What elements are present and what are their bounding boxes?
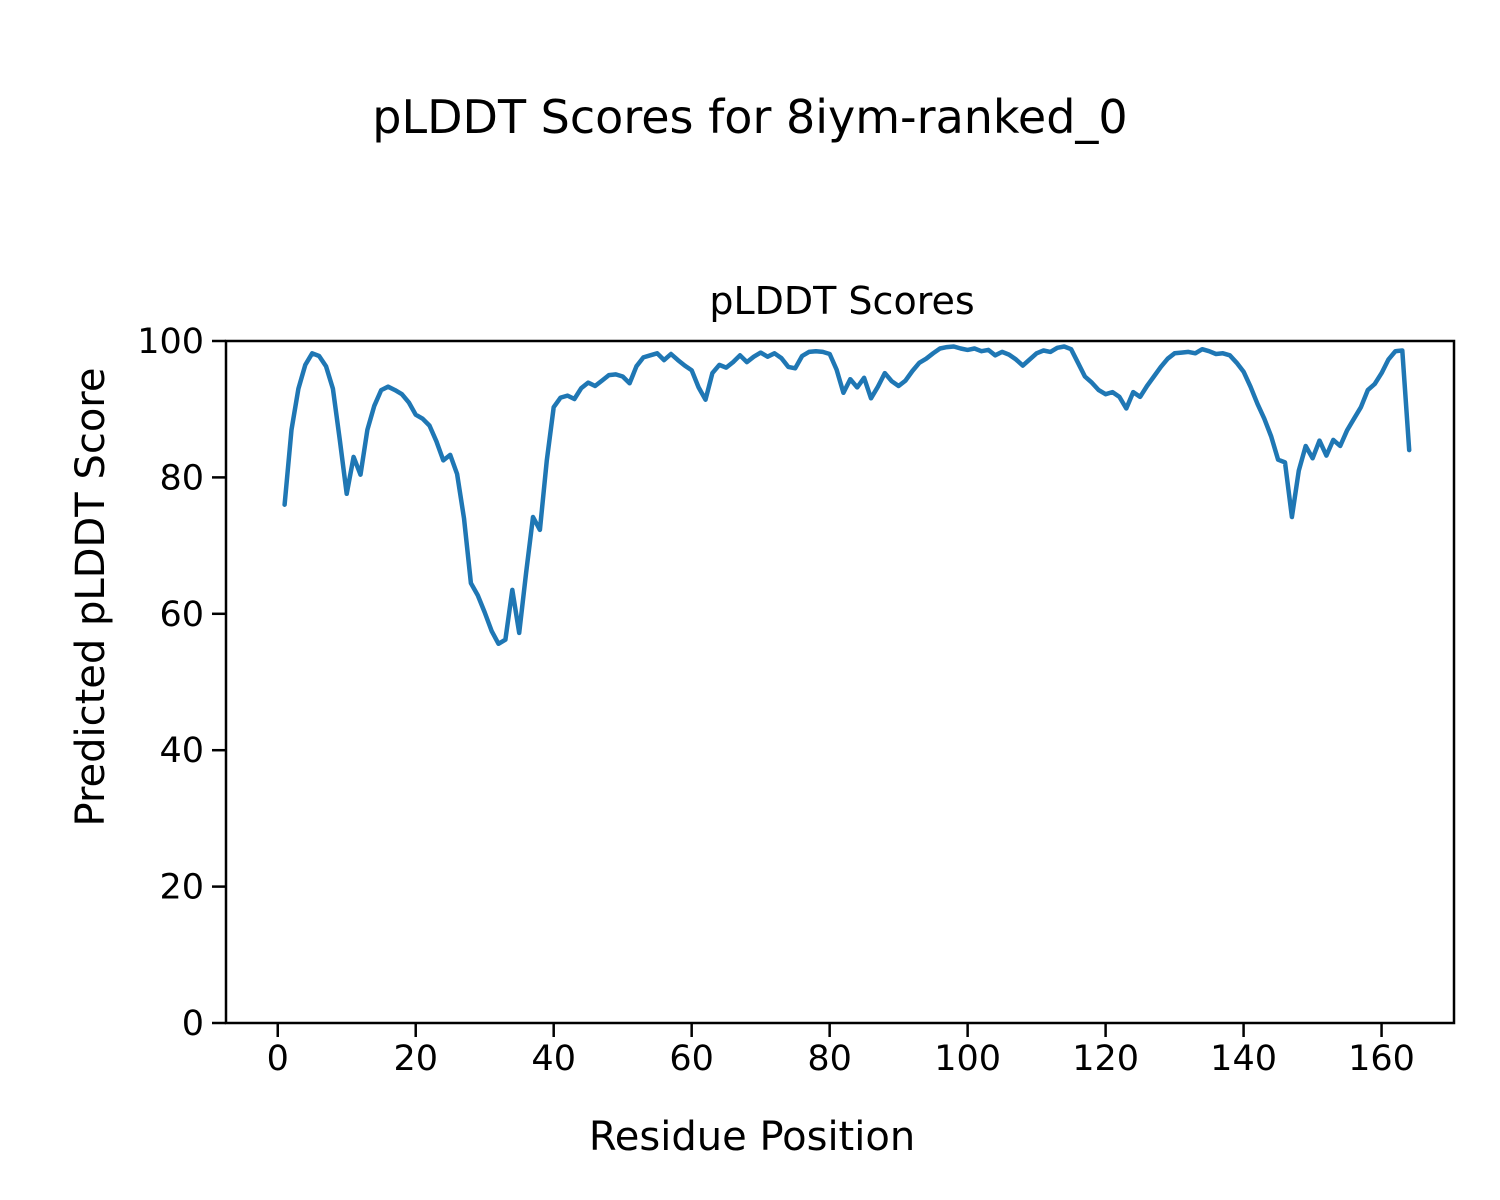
y-tick-label: 20: [159, 868, 204, 908]
x-axis-ticks: 0 20 40 60 80 100 120 140 160: [267, 1023, 1415, 1079]
y-tick-label: 100: [137, 322, 204, 362]
y-tick-label: 80: [159, 458, 204, 498]
x-tick-label: 120: [1072, 1039, 1139, 1079]
axes-title: pLDDT Scores: [709, 279, 974, 323]
x-tick-label: 0: [267, 1039, 289, 1079]
y-tick-label: 60: [159, 595, 204, 635]
x-tick-label: 100: [934, 1039, 1001, 1079]
x-tick-label: 20: [393, 1039, 438, 1079]
y-tick-label: 0: [182, 1004, 204, 1044]
y-axis-label: Predicted pLDDT Score: [68, 368, 114, 827]
x-tick-label: 80: [807, 1039, 852, 1079]
plddt-line: [282, 344, 1412, 647]
axes-frame: [224, 339, 1456, 1025]
y-axis-ticks: 0 20 40 60 80 100: [137, 322, 226, 1044]
x-axis-label: Residue Position: [589, 1114, 915, 1160]
x-tick-label: 160: [1348, 1039, 1415, 1079]
x-tick-label: 60: [669, 1039, 714, 1079]
y-tick-label: 40: [159, 731, 204, 771]
x-tick-label: 40: [531, 1039, 576, 1079]
x-tick-label: 140: [1210, 1039, 1277, 1079]
figure-title: pLDDT Scores for 8iym-ranked_0: [372, 90, 1127, 144]
